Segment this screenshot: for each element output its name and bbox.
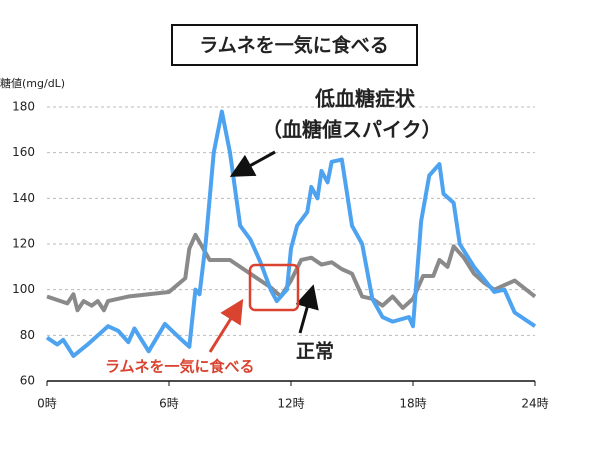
annotation: 正常 [296,340,334,363]
x-tick-label: 18時 [399,397,426,411]
y-tick-label: 100 [12,282,35,296]
y-tick-label: 120 [12,237,35,251]
arrow [229,150,276,177]
plot-area: 60 80 100 120 140 160 180 0時 6時 12時 18時 24時 [12,100,549,411]
x-tick-label: 0時 [37,397,57,411]
arrow [208,298,244,353]
y-tick-label: 160 [12,145,35,159]
x-tick-label: 6時 [159,397,179,411]
annotation: 低血糖症状 [314,87,416,111]
y-axis-label: 糖値(mg/dL) [0,76,65,90]
line-series [46,232,537,313]
arrow [295,284,319,334]
annotation: ラムネを一気に食べる [105,358,255,376]
y-tick-label: 60 [20,374,35,388]
x-tick-label: 12時 [277,397,304,411]
title-box [171,24,418,66]
y-tick-label: 180 [12,100,35,114]
highlight-box [248,263,300,312]
y-tick-label: 80 [20,328,35,342]
annotation: （血糖値スパイク） [262,118,442,142]
x-tick-label: 24時 [521,397,548,411]
y-tick-label: 140 [12,191,35,205]
line-series [45,109,537,358]
chart-title: ラムネを一気に食べる [199,34,388,57]
